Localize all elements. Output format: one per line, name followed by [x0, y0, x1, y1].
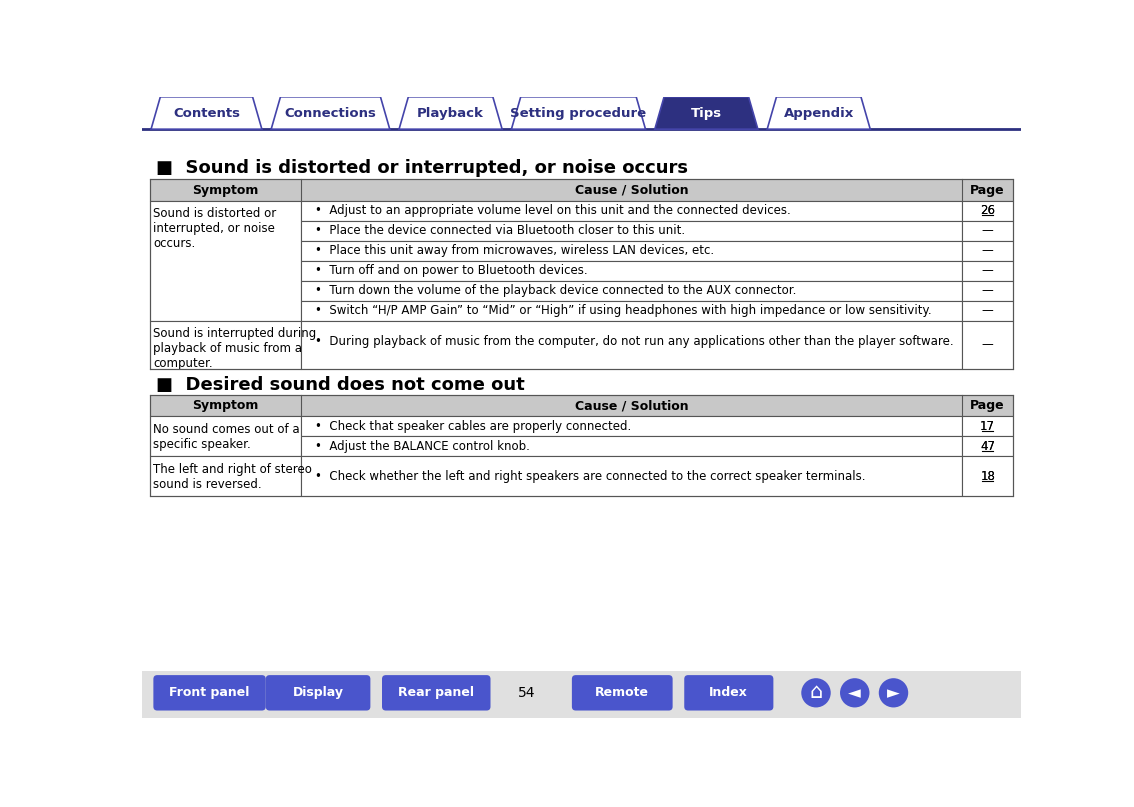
Text: Page: Page: [971, 183, 1005, 197]
Text: Appendix: Appendix: [784, 107, 854, 119]
Text: —: —: [982, 304, 993, 317]
FancyBboxPatch shape: [572, 675, 672, 710]
Bar: [150, 416, 301, 457]
Bar: [963, 261, 1013, 281]
Text: 17: 17: [980, 420, 996, 433]
Bar: [301, 416, 963, 437]
Text: Connections: Connections: [285, 107, 376, 119]
Bar: [150, 321, 301, 369]
Bar: [150, 179, 1013, 201]
Bar: [963, 416, 1013, 437]
Bar: [301, 281, 963, 301]
FancyBboxPatch shape: [382, 675, 491, 710]
Polygon shape: [768, 97, 870, 129]
Text: •  Adjust the BALANCE control knob.: • Adjust the BALANCE control knob.: [314, 440, 530, 453]
Bar: [963, 201, 1013, 221]
Text: Rear panel: Rear panel: [398, 686, 474, 700]
Circle shape: [840, 678, 870, 708]
Text: 47: 47: [980, 440, 996, 453]
Bar: [301, 261, 963, 281]
Text: •  Check that speaker cables are properly connected.: • Check that speaker cables are properly…: [314, 420, 631, 433]
Text: Playback: Playback: [417, 107, 484, 119]
Bar: [301, 301, 963, 321]
Text: Symptom: Symptom: [192, 183, 259, 197]
Text: 26: 26: [980, 204, 996, 217]
Bar: [150, 201, 301, 321]
Bar: [301, 437, 963, 457]
Text: Sound is distorted or
interrupted, or noise
occurs.: Sound is distorted or interrupted, or no…: [153, 207, 277, 250]
Text: —: —: [982, 224, 993, 237]
Text: The left and right of stereo
sound is reversed.: The left and right of stereo sound is re…: [153, 462, 312, 491]
Bar: [301, 201, 963, 221]
Text: •  Turn down the volume of the playback device connected to the AUX connector.: • Turn down the volume of the playback d…: [314, 284, 796, 298]
Text: —: —: [982, 265, 993, 278]
Bar: [301, 457, 963, 496]
Text: Page: Page: [971, 399, 1005, 412]
Bar: [963, 301, 1013, 321]
Text: 54: 54: [518, 686, 535, 700]
Bar: [963, 457, 1013, 496]
Text: Symptom: Symptom: [192, 399, 259, 412]
Text: Contents: Contents: [174, 107, 240, 119]
Text: —: —: [982, 284, 993, 298]
Bar: [963, 221, 1013, 240]
Text: ◄: ◄: [848, 684, 861, 702]
Text: No sound comes out of a
specific speaker.: No sound comes out of a specific speaker…: [153, 423, 301, 450]
Text: Tips: Tips: [691, 107, 722, 119]
Text: ►: ►: [887, 684, 900, 702]
Polygon shape: [399, 97, 502, 129]
Text: ⌂: ⌂: [810, 682, 822, 702]
FancyBboxPatch shape: [265, 675, 371, 710]
Text: Front panel: Front panel: [169, 686, 249, 700]
Polygon shape: [654, 97, 758, 129]
Polygon shape: [151, 97, 262, 129]
Bar: [301, 240, 963, 261]
Bar: [963, 321, 1013, 369]
Bar: [963, 281, 1013, 301]
Bar: [150, 457, 301, 496]
Polygon shape: [511, 97, 645, 129]
Bar: [142, 671, 1021, 718]
Text: ■  Desired sound does not come out: ■ Desired sound does not come out: [155, 376, 524, 395]
Bar: [301, 221, 963, 240]
Circle shape: [802, 678, 831, 708]
Text: •  Switch “H/P AMP Gain” to “Mid” or “High” if using headphones with high impeda: • Switch “H/P AMP Gain” to “Mid” or “Hig…: [314, 304, 931, 317]
Circle shape: [879, 678, 908, 708]
Text: Cause / Solution: Cause / Solution: [575, 183, 688, 197]
Polygon shape: [271, 97, 390, 129]
Text: —: —: [982, 245, 993, 257]
Text: 47: 47: [980, 440, 996, 453]
Bar: [963, 240, 1013, 261]
Text: Sound is interrupted during
playback of music from a
computer.: Sound is interrupted during playback of …: [153, 327, 316, 370]
Bar: [963, 437, 1013, 457]
FancyBboxPatch shape: [153, 675, 265, 710]
Text: 18: 18: [980, 470, 996, 483]
Text: •  During playback of music from the computer, do not run any applications other: • During playback of music from the comp…: [314, 335, 954, 348]
Text: 26: 26: [980, 204, 996, 217]
Text: Display: Display: [293, 686, 344, 700]
Text: —: —: [982, 338, 993, 351]
Text: Index: Index: [710, 686, 748, 700]
Text: •  Place the device connected via Bluetooth closer to this unit.: • Place the device connected via Bluetoo…: [314, 224, 685, 237]
Text: •  Check whether the left and right speakers are connected to the correct speake: • Check whether the left and right speak…: [314, 470, 865, 483]
Text: ■  Sound is distorted or interrupted, or noise occurs: ■ Sound is distorted or interrupted, or …: [155, 159, 687, 178]
Bar: [301, 321, 963, 369]
Text: 17: 17: [980, 420, 996, 433]
Bar: [150, 395, 1013, 416]
FancyBboxPatch shape: [684, 675, 773, 710]
Text: •  Adjust to an appropriate volume level on this unit and the connected devices.: • Adjust to an appropriate volume level …: [314, 204, 790, 217]
Text: Remote: Remote: [595, 686, 650, 700]
Text: Setting procedure: Setting procedure: [510, 107, 646, 119]
Text: 18: 18: [980, 470, 996, 483]
Text: •  Turn off and on power to Bluetooth devices.: • Turn off and on power to Bluetooth dev…: [314, 265, 587, 278]
Text: •  Place this unit away from microwaves, wireless LAN devices, etc.: • Place this unit away from microwaves, …: [314, 245, 713, 257]
Text: Cause / Solution: Cause / Solution: [575, 399, 688, 412]
